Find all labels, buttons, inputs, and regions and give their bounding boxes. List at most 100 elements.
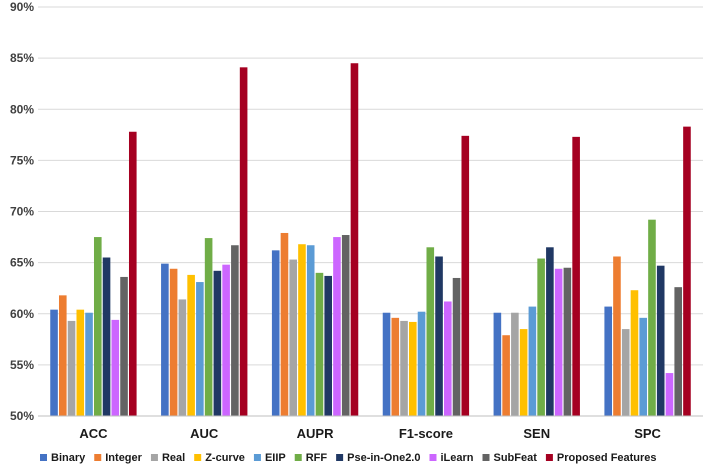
bar	[461, 135, 470, 416]
bar	[222, 264, 230, 416]
legend-label: RFF	[306, 452, 328, 464]
legend-label: Z-curve	[205, 452, 245, 464]
bar	[630, 290, 639, 416]
bar	[674, 287, 683, 416]
legend-label: Binary	[51, 452, 86, 464]
bar	[161, 263, 169, 416]
legend-swatch	[253, 454, 261, 461]
bar	[196, 282, 204, 416]
category-label: SPC	[634, 426, 661, 441]
legend-swatch	[40, 454, 47, 461]
gridlines	[38, 6, 703, 366]
category-labels: ACC AUC AUPR F1-score SEN SPC	[79, 426, 661, 441]
bar	[665, 373, 674, 416]
bar	[111, 319, 120, 416]
bar	[102, 257, 111, 416]
bar	[511, 312, 519, 416]
legend-swatch	[429, 454, 437, 461]
bar	[382, 312, 391, 416]
legend-label: Integer	[105, 452, 142, 464]
bar	[519, 329, 528, 416]
bar	[271, 250, 280, 416]
bar	[350, 63, 359, 417]
bar	[639, 317, 648, 416]
bar	[280, 232, 289, 416]
bar	[391, 317, 400, 416]
legend-label: EIIP	[265, 452, 286, 464]
bar	[443, 301, 452, 416]
bar	[289, 259, 298, 416]
bar	[85, 312, 93, 416]
y-tick-label: 80%	[10, 102, 34, 116]
bar	[341, 235, 350, 416]
bar	[546, 247, 554, 416]
bar	[58, 295, 67, 416]
bars	[50, 63, 691, 417]
bar	[239, 67, 248, 416]
category-label: AUPR	[297, 426, 334, 441]
y-tick-label: 60%	[10, 307, 34, 321]
bar	[563, 267, 572, 416]
bar	[452, 277, 461, 416]
legend-label: SubFeat	[494, 452, 538, 464]
bar	[333, 237, 341, 416]
legend-swatch	[94, 454, 102, 461]
bar	[683, 126, 691, 416]
bar	[613, 256, 621, 416]
y-tick-label: 70%	[10, 205, 34, 219]
bar	[554, 268, 563, 416]
bar	[128, 131, 137, 416]
bar	[50, 309, 58, 416]
legend-swatch	[194, 454, 202, 461]
category-label: ACC	[79, 426, 108, 441]
bar	[178, 299, 187, 416]
bar	[324, 275, 333, 416]
bar	[502, 335, 510, 416]
bar	[435, 256, 443, 416]
legend-label: Proposed Features	[557, 452, 657, 464]
y-tick-label: 90%	[10, 0, 34, 14]
bar	[572, 136, 580, 417]
bar	[213, 270, 222, 416]
bar	[315, 272, 324, 416]
legend-swatch	[150, 454, 158, 461]
y-tick-label: 55%	[10, 358, 34, 372]
bar	[400, 320, 408, 416]
y-axis-ticks: 50% 55% 60% 65% 70% 75% 80% 85% 90%	[10, 0, 34, 423]
category-label: F1-score	[399, 426, 453, 441]
category-label: SEN	[523, 426, 550, 441]
legend-label: Real	[162, 452, 185, 464]
bar	[604, 306, 613, 416]
legend: Binary Integer Real Z-curve EIIP RFF Pse-in-On…	[40, 452, 657, 464]
y-tick-label: 65%	[10, 256, 34, 270]
bar	[93, 237, 102, 416]
bar	[231, 245, 239, 416]
legend-label: Pse-in-One2.0	[347, 452, 420, 464]
bar	[528, 306, 537, 416]
bar	[621, 329, 630, 416]
bar	[493, 312, 502, 416]
bar	[306, 245, 315, 416]
y-tick-label: 75%	[10, 153, 34, 167]
bar	[204, 238, 213, 416]
legend-swatch	[482, 454, 490, 461]
category-label: AUC	[190, 426, 219, 441]
bar	[648, 219, 656, 416]
bar	[298, 244, 306, 416]
bar	[408, 321, 417, 416]
legend-swatch	[294, 454, 302, 461]
legend-swatch	[545, 454, 553, 461]
bar	[656, 265, 665, 416]
bar	[76, 309, 85, 416]
bar	[187, 274, 195, 416]
bar	[120, 276, 128, 416]
bar	[67, 320, 76, 416]
bar	[537, 258, 545, 416]
legend-swatch	[336, 454, 344, 461]
bar	[426, 247, 435, 416]
bar	[169, 268, 178, 416]
bar	[417, 311, 426, 416]
y-tick-label: 85%	[10, 51, 34, 65]
legend-label: iLearn	[440, 452, 473, 464]
